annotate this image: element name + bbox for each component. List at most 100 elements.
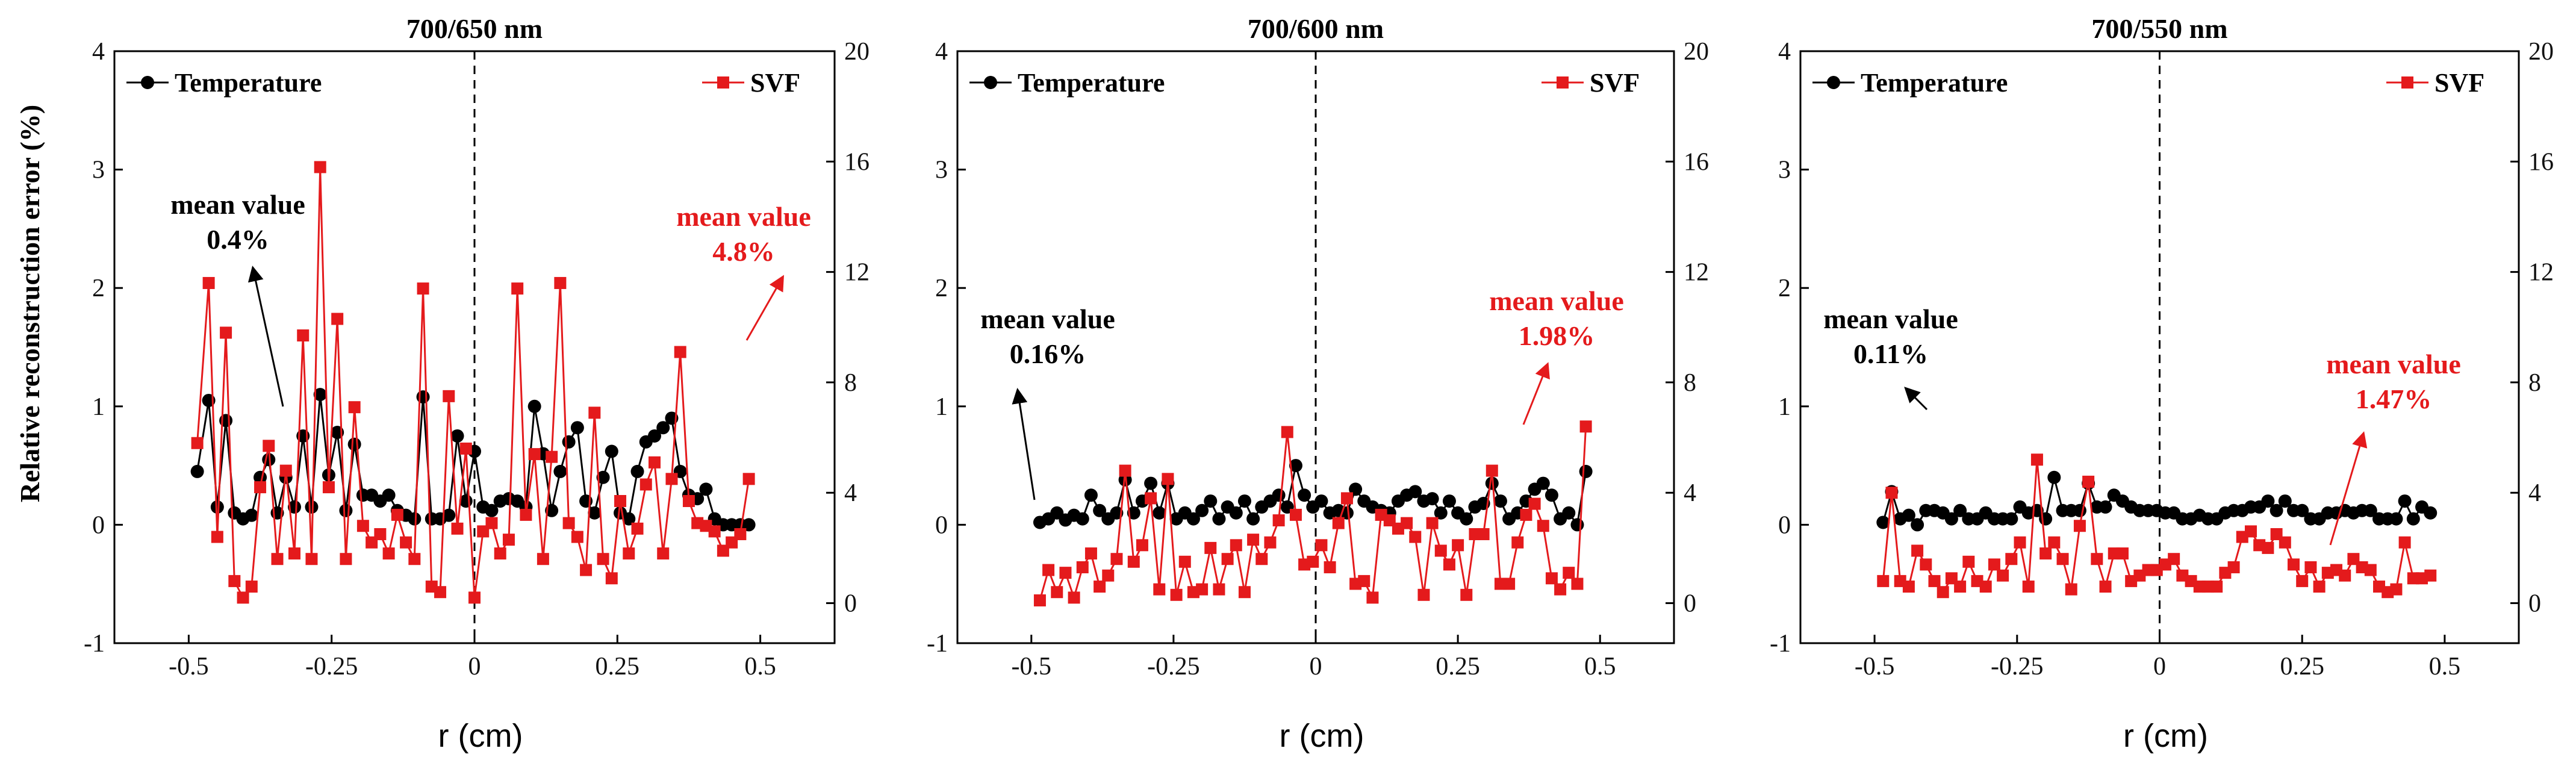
legend-label: SVF: [750, 68, 800, 98]
legend-temperature: Temperature: [126, 68, 322, 98]
temperature-point: [2389, 512, 2403, 526]
temperature-point: [588, 506, 602, 520]
x-tick-label: -0.5: [1012, 653, 1052, 680]
svf-point: [2398, 536, 2411, 549]
svf-point: [682, 494, 695, 507]
temperature-point: [1408, 485, 1422, 499]
svf-point: [649, 456, 661, 469]
svf-point: [2424, 569, 2437, 582]
svf-point: [657, 547, 670, 560]
legend-svf: SVF: [702, 68, 800, 98]
temperature-point: [1944, 512, 1958, 526]
mean-value-label: mean value: [980, 304, 1115, 334]
svf-point: [443, 390, 455, 402]
svf-point: [340, 553, 352, 565]
temperature-point: [1536, 476, 1550, 490]
temperature-point: [1204, 494, 1218, 508]
svf-point: [356, 520, 369, 532]
svf-mean-annotation: mean value 1.98%: [1489, 285, 1624, 425]
temperature-point: [630, 464, 644, 478]
svf-point: [2339, 569, 2351, 582]
svf-point: [191, 437, 204, 449]
svf-point: [1511, 536, 1524, 549]
svf-point: [665, 473, 678, 485]
y2-tick-label: 0: [1684, 590, 1696, 618]
x-tick-label: -0.25: [305, 653, 358, 680]
annotation-arrow: [1522, 362, 1550, 425]
legend-temperature: Temperature: [969, 68, 1165, 98]
y2-tick-label: 16: [844, 148, 870, 176]
temperature-point: [1562, 506, 1576, 520]
temperature-point: [1212, 512, 1226, 526]
temperature-mean-annotation: mean value 0.16%: [980, 304, 1115, 500]
y2-tick-label: 20: [844, 38, 870, 66]
svf-point: [459, 442, 472, 455]
svf-point: [400, 536, 412, 549]
svf-point: [2313, 581, 2326, 593]
temperature-point: [742, 518, 756, 532]
svf-point: [2065, 583, 2077, 596]
temperature-point: [1545, 488, 1558, 502]
temperature-point: [605, 444, 618, 458]
annotation-arrow: [1012, 388, 1036, 500]
svf-point: [237, 591, 249, 604]
svf-point: [2210, 581, 2223, 593]
svf-point: [228, 575, 241, 587]
y2-tick-label: 12: [1684, 259, 1709, 287]
temperature-point: [562, 435, 576, 449]
temperature-mean-annotation: mean value 0.4%: [170, 189, 305, 407]
svf-point: [314, 161, 326, 173]
svf-point: [554, 276, 567, 289]
annotation-arrow: [1904, 387, 1928, 411]
temperature-point: [1460, 512, 1473, 526]
svf-point: [1059, 567, 1072, 579]
svf-point: [1477, 528, 1490, 540]
svf-point: [417, 282, 429, 295]
temperature-point: [2005, 512, 2018, 526]
y2-tick-label: 20: [2528, 38, 2554, 66]
svf-point: [2005, 553, 2018, 565]
temperature-point: [313, 388, 327, 402]
mean-value-percent: 4.8%: [712, 236, 775, 267]
temperature-point: [2278, 494, 2292, 508]
svf-point: [1145, 492, 1157, 505]
svf-point: [1409, 531, 1422, 543]
legend-label: Temperature: [1018, 68, 1165, 98]
temperature-point: [244, 508, 258, 522]
svf-point: [1579, 420, 1592, 433]
mean-value-percent: 0.4%: [207, 224, 269, 255]
svf-point: [1247, 534, 1260, 546]
svf-point: [1443, 558, 1455, 571]
mean-value-label: mean value: [170, 189, 305, 220]
svf-point: [1937, 586, 1949, 599]
y2-tick-label: 4: [2528, 479, 2541, 507]
chart-title: 700/600 nm: [1248, 13, 1384, 44]
mean-value-label: mean value: [2326, 349, 2461, 379]
x-tick-label: 0.5: [1584, 653, 1616, 680]
svf-point: [2056, 553, 2069, 565]
svf-point: [1213, 583, 1225, 596]
chart-panel-2: 700/600 nm-0.5 -0.25 0 0.25 0.5-101234048121…: [927, 13, 1709, 754]
svf-point: [2262, 541, 2274, 554]
svf-point: [263, 440, 275, 452]
svf-point: [1885, 487, 1898, 499]
temperature-point: [1425, 492, 1439, 506]
temperature-point: [1246, 512, 1260, 526]
y2-tick-label: 8: [1684, 369, 1696, 397]
temperature-point: [1195, 503, 1209, 517]
svf-point: [742, 473, 755, 485]
svf-point: [1954, 581, 1967, 593]
svf-point: [2091, 553, 2103, 565]
svf-point: [305, 553, 318, 565]
svf-point: [2296, 575, 2309, 587]
y-tick-label: -1: [84, 630, 105, 658]
svf-point: [1988, 558, 2000, 571]
temperature-point: [553, 464, 567, 478]
temperature-point: [1289, 459, 1302, 473]
y-tick-label: 4: [1778, 38, 1791, 66]
svf-point: [451, 522, 464, 535]
svf-point: [1102, 569, 1115, 582]
legend-marker: [717, 76, 729, 89]
temperature-point: [570, 421, 584, 435]
